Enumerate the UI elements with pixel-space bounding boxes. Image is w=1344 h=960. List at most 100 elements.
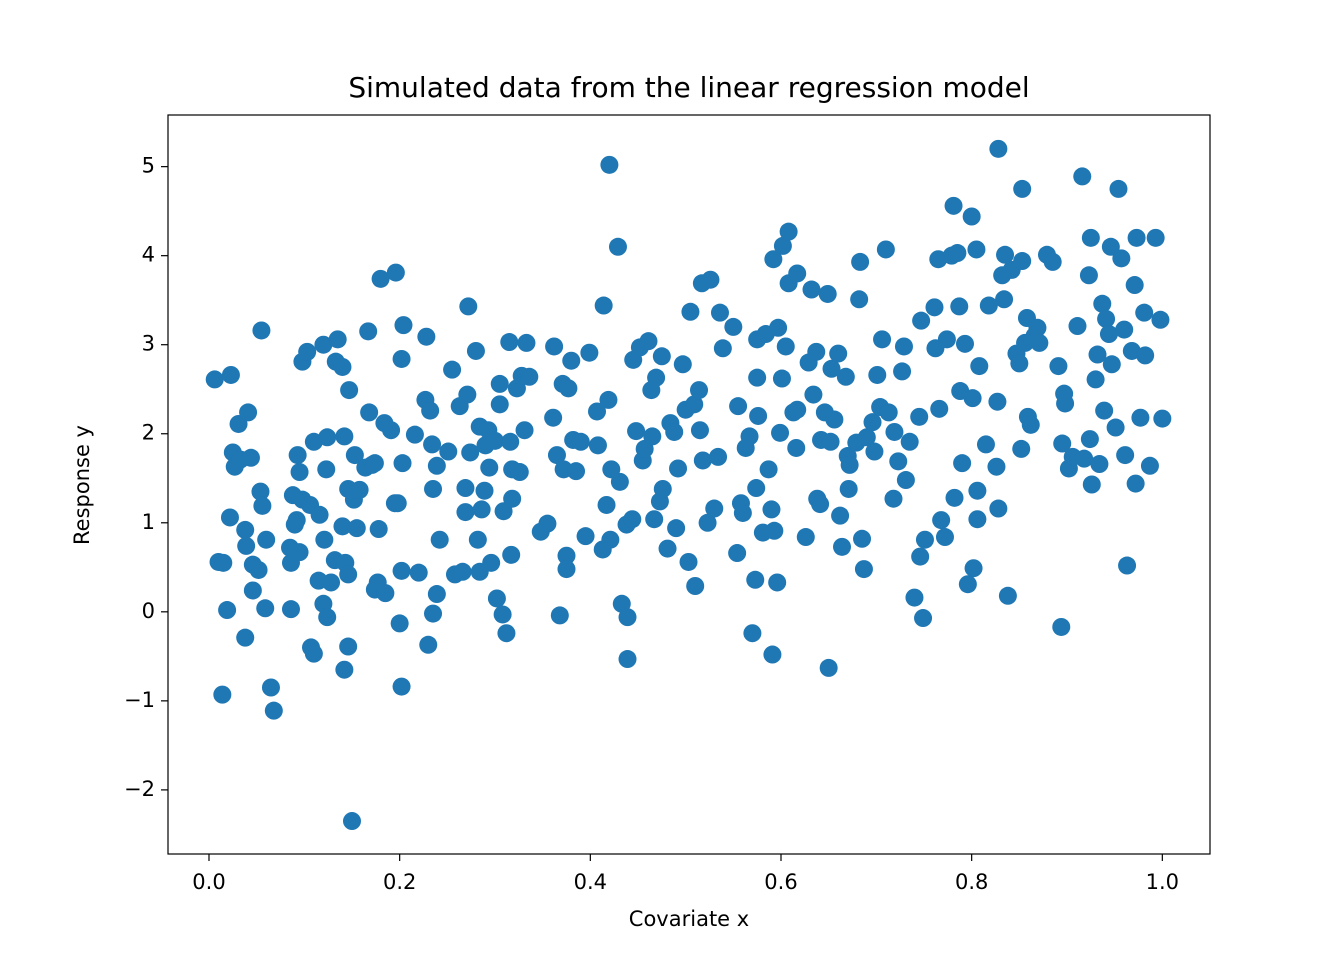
scatter-point bbox=[776, 337, 795, 356]
scatter-point bbox=[388, 494, 407, 513]
scatter-point bbox=[588, 436, 607, 455]
scatter-point bbox=[249, 560, 268, 579]
scatter-point bbox=[876, 240, 895, 259]
scatter-point bbox=[996, 245, 1015, 264]
scatter-point bbox=[831, 506, 850, 525]
scatter-point bbox=[1056, 394, 1075, 413]
scatter-point bbox=[1079, 266, 1098, 285]
scatter-point bbox=[833, 537, 852, 556]
scatter-point bbox=[482, 553, 501, 572]
scatter-point bbox=[545, 337, 564, 356]
scatter-point bbox=[424, 479, 443, 498]
y-tick-label: 2 bbox=[142, 421, 155, 445]
scatter-point bbox=[822, 359, 841, 378]
scatter-point bbox=[1082, 475, 1101, 494]
scatter-point bbox=[690, 381, 709, 400]
scatter-point bbox=[863, 413, 882, 432]
scatter-point bbox=[970, 357, 989, 376]
scatter-point bbox=[1125, 276, 1144, 295]
scatter-point bbox=[989, 139, 1008, 158]
y-tick-label: −2 bbox=[124, 777, 155, 801]
scatter-point bbox=[788, 264, 807, 283]
scatter-point bbox=[360, 403, 379, 422]
scatter-point bbox=[493, 605, 512, 624]
scatter-point bbox=[829, 344, 848, 363]
scatter-point bbox=[597, 495, 616, 514]
scatter-point bbox=[253, 496, 272, 515]
scatter-point bbox=[748, 368, 767, 387]
scatter-point bbox=[1081, 228, 1100, 247]
scatter-point bbox=[1097, 309, 1116, 328]
scatter-point bbox=[937, 330, 956, 349]
scatter-point bbox=[1131, 408, 1150, 427]
scatter-point bbox=[618, 650, 637, 669]
scatter-point bbox=[836, 367, 855, 386]
scatter-point bbox=[345, 446, 364, 465]
scatter-point bbox=[472, 500, 491, 519]
scatter-point bbox=[239, 403, 258, 422]
scatter-point bbox=[218, 601, 237, 620]
scatter-point bbox=[681, 302, 700, 321]
scatter-point bbox=[601, 530, 620, 549]
scatter-point bbox=[728, 544, 747, 563]
scatter-point bbox=[456, 503, 475, 522]
scatter-point bbox=[768, 573, 787, 592]
scatter-point bbox=[900, 432, 919, 451]
scatter-point bbox=[1126, 474, 1145, 493]
scatter-point bbox=[1049, 357, 1068, 376]
scatter-point bbox=[762, 500, 781, 519]
scatter-point bbox=[475, 481, 494, 500]
scatter-point bbox=[698, 513, 717, 532]
scatter-point bbox=[458, 385, 477, 404]
scatter-point bbox=[850, 290, 869, 309]
scatter-point bbox=[773, 236, 792, 255]
scatter-point bbox=[1013, 179, 1032, 198]
scatter-point bbox=[788, 400, 807, 419]
scatter-point bbox=[679, 552, 698, 571]
scatter-point bbox=[1140, 456, 1159, 475]
scatter-point bbox=[705, 499, 724, 518]
scatter-point bbox=[840, 455, 859, 474]
scatter-point bbox=[547, 446, 566, 465]
scatter-point bbox=[1127, 228, 1146, 247]
scatter-point bbox=[802, 280, 821, 299]
scatter-point bbox=[925, 298, 944, 317]
scatter-point bbox=[580, 343, 599, 362]
scatter-point bbox=[1151, 310, 1170, 329]
scatter-point bbox=[729, 397, 748, 416]
scatter-point bbox=[456, 479, 475, 498]
scatter-point bbox=[953, 454, 972, 473]
y-axis-label: Response y bbox=[70, 425, 94, 545]
scatter-point bbox=[390, 614, 409, 633]
scatter-point bbox=[369, 520, 388, 539]
scatter-point bbox=[333, 357, 352, 376]
scatter-point bbox=[205, 370, 224, 389]
scatter-point bbox=[968, 510, 987, 529]
scatter-point bbox=[811, 495, 830, 514]
scatter-point bbox=[562, 351, 581, 370]
scatter-point bbox=[287, 511, 306, 530]
scatter-point bbox=[497, 624, 516, 643]
chart-title: Simulated data from the linear regressio… bbox=[348, 71, 1029, 104]
scatter-point bbox=[879, 403, 898, 422]
scatter-point bbox=[610, 472, 629, 491]
scatter-point bbox=[335, 660, 354, 679]
scatter-point bbox=[310, 505, 329, 524]
scatter-point bbox=[1112, 249, 1131, 268]
scatter-point bbox=[1013, 252, 1032, 271]
scatter-point bbox=[1090, 455, 1109, 474]
scatter-point bbox=[538, 514, 557, 533]
scatter-point bbox=[515, 421, 534, 440]
scatter-point bbox=[571, 432, 590, 451]
scatter-point bbox=[912, 311, 931, 330]
scatter-point bbox=[804, 385, 823, 404]
scatter-point bbox=[567, 462, 586, 481]
scatter-point bbox=[1136, 346, 1155, 365]
scatter-point bbox=[713, 339, 732, 358]
scatter-point bbox=[424, 604, 443, 623]
scatter-point bbox=[771, 423, 790, 442]
scatter-point bbox=[747, 479, 766, 498]
scatter-point bbox=[685, 395, 704, 414]
scatter-point bbox=[264, 701, 283, 720]
